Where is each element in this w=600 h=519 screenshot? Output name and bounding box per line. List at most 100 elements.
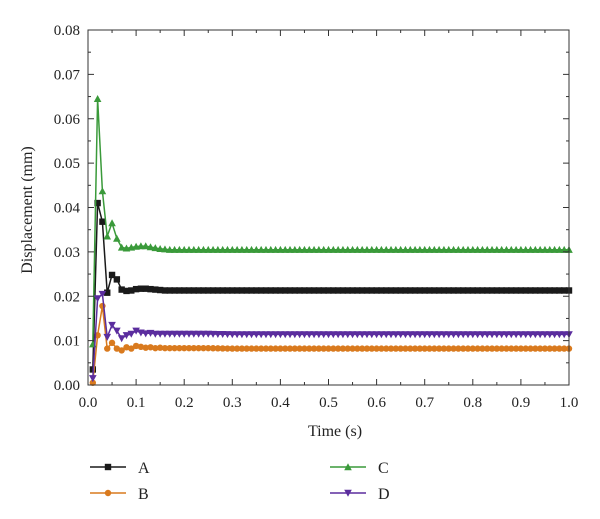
data-point <box>353 245 362 253</box>
data-point <box>435 245 443 253</box>
data-point <box>526 331 535 339</box>
data-point <box>363 287 371 294</box>
data-point <box>330 287 337 294</box>
data-point <box>344 287 351 294</box>
x-tick-label: 0.7 <box>415 395 434 411</box>
data-point <box>541 287 549 294</box>
data-point <box>252 245 261 253</box>
data-point <box>224 345 231 352</box>
data-point <box>367 331 376 339</box>
data-point <box>407 287 414 294</box>
data-point <box>503 287 510 294</box>
data-point <box>469 245 477 253</box>
x-tick-label: 0.3 <box>223 395 242 411</box>
data-point <box>343 245 352 253</box>
data-point <box>175 330 184 338</box>
data-point <box>459 287 467 294</box>
data-point <box>123 287 130 295</box>
data-point <box>320 287 327 294</box>
data-point <box>556 287 563 294</box>
data-point <box>493 331 501 339</box>
data-point <box>536 345 544 352</box>
data-point <box>118 347 125 354</box>
data-point <box>555 245 564 253</box>
data-point <box>541 331 549 339</box>
data-point <box>435 345 443 352</box>
data-point <box>181 287 188 294</box>
data-point <box>363 345 371 352</box>
data-point <box>243 287 250 294</box>
data-point <box>165 330 174 338</box>
data-point <box>469 331 477 339</box>
data-point <box>387 345 395 352</box>
data-point <box>551 287 558 294</box>
data-point <box>142 344 149 351</box>
data-point <box>531 245 540 253</box>
data-point <box>161 344 169 352</box>
data-point <box>305 331 314 339</box>
data-point <box>170 245 179 253</box>
data-point <box>556 345 563 352</box>
data-point <box>137 285 145 292</box>
data-point <box>440 245 448 253</box>
data-point <box>464 331 472 339</box>
data-point <box>560 287 568 294</box>
data-point <box>377 331 386 339</box>
data-point <box>426 287 433 294</box>
data-point <box>190 330 198 338</box>
data-point <box>190 245 198 253</box>
data-point <box>104 345 111 352</box>
data-point <box>276 331 285 339</box>
data-point <box>498 287 505 294</box>
data-point <box>117 335 126 343</box>
legend-marker <box>104 463 112 471</box>
data-point <box>349 287 356 294</box>
data-point <box>219 345 226 352</box>
data-point <box>128 287 135 294</box>
data-point <box>464 345 472 352</box>
data-point <box>435 331 443 339</box>
y-tick-label: 0.05 <box>54 156 80 172</box>
data-point <box>532 287 539 294</box>
data-point <box>440 287 448 294</box>
data-point <box>194 245 203 253</box>
y-tick-label: 0.01 <box>54 334 80 350</box>
data-point <box>238 345 246 352</box>
data-point <box>108 219 116 227</box>
data-point <box>551 345 558 352</box>
data-point <box>512 245 520 253</box>
data-point <box>526 245 535 253</box>
data-point <box>536 331 544 339</box>
data-point <box>479 345 486 352</box>
data-point <box>334 287 342 294</box>
data-point <box>151 330 160 338</box>
data-point <box>464 245 472 253</box>
data-point <box>444 245 453 253</box>
data-point <box>532 345 539 352</box>
data-point <box>276 245 285 253</box>
data-point <box>473 331 482 339</box>
x-tick-label: 1.0 <box>560 395 579 411</box>
data-point <box>353 331 362 339</box>
data-point <box>238 245 246 253</box>
data-point <box>137 343 145 351</box>
series-line-B <box>92 305 569 383</box>
data-point <box>560 345 568 352</box>
data-point <box>123 344 130 351</box>
data-point <box>113 327 121 335</box>
data-point <box>223 331 232 339</box>
data-point <box>243 345 250 352</box>
data-point <box>401 331 410 339</box>
data-point <box>358 331 366 339</box>
data-point <box>497 245 506 253</box>
data-point <box>320 345 327 352</box>
data-point <box>272 287 279 294</box>
data-point <box>455 287 462 294</box>
data-point <box>146 243 155 251</box>
data-point <box>319 245 328 253</box>
data-point <box>430 331 439 339</box>
data-point <box>315 287 323 294</box>
data-point <box>89 375 97 383</box>
data-point <box>247 331 256 339</box>
data-point <box>339 345 347 352</box>
